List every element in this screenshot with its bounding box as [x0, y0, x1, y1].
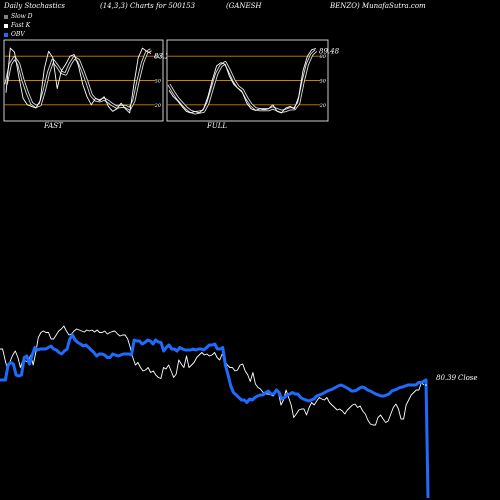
legend-label-slow-d: Slow D — [11, 13, 33, 20]
chart-title-company-b: BENZO) MunafaSutra.com — [330, 2, 426, 10]
fast-level-label-20: 20 — [154, 103, 162, 109]
chart-title-left: Daily Stochastics — [4, 2, 66, 10]
fast-last-value-label: 83.29 — [154, 53, 175, 61]
legend-label-obv: OBV — [11, 31, 25, 38]
legend-item-slow-d: Slow D — [4, 13, 33, 20]
full-level-label-20: 20 — [319, 103, 327, 109]
full-panel-title: FULL — [207, 122, 228, 130]
close-value-label: 80.39 — [436, 374, 457, 382]
fast-level-label-80: 80 — [155, 54, 162, 60]
legend-item-obv: OBV — [4, 31, 25, 38]
full-level-label-80: 80 — [320, 54, 327, 60]
obv-line — [0, 333, 430, 499]
close-label-suffix: Close — [458, 374, 478, 382]
fast-slow-d-core — [5, 49, 152, 110]
legend-swatch-obv — [4, 32, 8, 37]
chart-title-params: (14,3,3) Charts for 500153 — [100, 2, 196, 10]
fast-fast-k-line — [5, 47, 152, 114]
close-last-point — [425, 384, 427, 386]
legend-item-fast-k: Fast K — [4, 22, 30, 29]
fast-level-label-50: 50 — [155, 79, 162, 85]
full-last-value-label: 89.48 — [319, 48, 340, 56]
full-level-label-50: 50 — [320, 79, 327, 85]
legend-label-fast-k: Fast K — [11, 22, 31, 29]
fast-panel-title: FAST — [44, 122, 63, 130]
close-price-line — [0, 325, 425, 426]
legend-swatch-fast-k — [4, 23, 8, 28]
full-slow-d-core — [168, 49, 317, 114]
legend-swatch-slow-d — [4, 14, 8, 19]
chart-title-company-a: (GANESH — [226, 2, 262, 10]
full-fast-k-line — [168, 48, 317, 114]
